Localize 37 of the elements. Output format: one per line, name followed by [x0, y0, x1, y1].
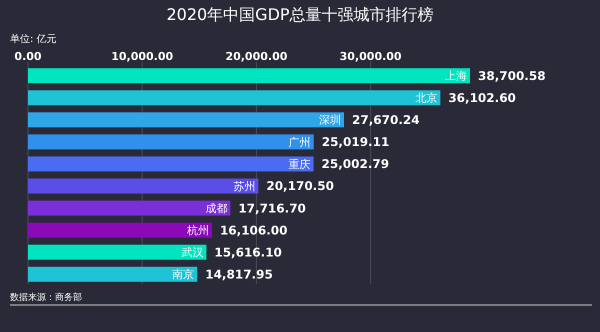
y-tick-label: 杭州 [186, 224, 209, 238]
bar [28, 222, 212, 238]
bar [28, 266, 198, 282]
bar [28, 68, 470, 84]
y-tick-label: 广州 [288, 136, 311, 149]
bar [28, 200, 230, 216]
chart-title: 2020年中国GDP总量十强城市排行榜 [166, 5, 434, 24]
y-tick-label: 北京 [415, 92, 438, 105]
bar [28, 244, 206, 260]
data-label: 20,170.50 [266, 179, 334, 194]
data-label: 15,616.10 [214, 245, 282, 260]
y-tick-label: 深圳 [319, 114, 342, 127]
bar [28, 134, 314, 150]
bar [28, 178, 258, 194]
data-label: 38,700.58 [478, 68, 546, 83]
data-label: 14,817.95 [205, 267, 273, 282]
x-tick-label: 10,000.00 [111, 50, 174, 63]
y-tick-label: 成都 [205, 202, 228, 215]
bar [28, 90, 440, 106]
data-label: 27,670.24 [352, 113, 420, 128]
data-label: 36,102.60 [448, 90, 516, 105]
data-label: 25,002.79 [322, 157, 390, 172]
x-tick-label: 20,000.00 [225, 50, 288, 63]
y-tick-label: 南京 [172, 268, 194, 282]
y-tick-label: 重庆 [288, 158, 311, 171]
y-tick-label: 苏州 [233, 180, 256, 193]
y-tick-label: 上海 [445, 70, 467, 83]
y-axis-title: 单位: 亿元 [10, 33, 57, 45]
data-label: 17,716.70 [238, 201, 306, 216]
y-tick-label: 武汉 [181, 246, 204, 260]
bar [28, 156, 314, 172]
data-label: 25,019.11 [322, 135, 390, 150]
source-note: 数据来源：商务部 [10, 292, 82, 303]
data-label: 16,106.00 [220, 223, 288, 238]
x-tick-label: 0.00 [14, 50, 42, 63]
bar [28, 112, 344, 128]
x-tick-label: 30,000.00 [340, 50, 402, 63]
